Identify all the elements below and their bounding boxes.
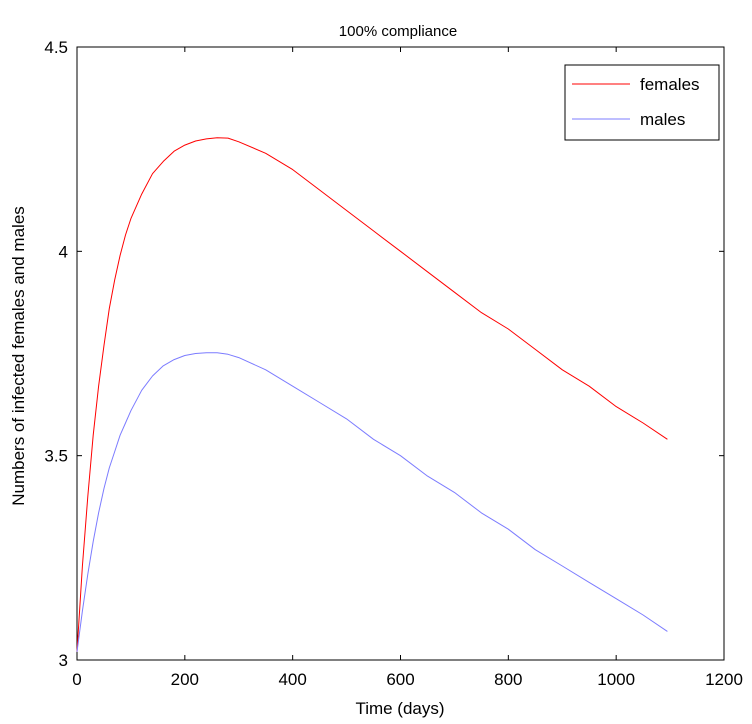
chart-title: 100% compliance [339,23,457,40]
series-line-females [76,137,668,652]
chart-title-group: 100% compliance [339,23,457,40]
plot-area [76,46,725,661]
legend: females males [564,64,720,141]
series-line-males [76,352,668,652]
x-tick-label: 0 [72,670,81,689]
y-axis-label: Numbers of infected females and males [9,206,28,506]
axis-ticks [76,46,725,661]
y-tick-label: 4.5 [44,38,68,57]
legend-label-males: males [640,110,685,129]
series-lines [76,137,668,652]
x-axis-label: Time (days) [355,699,444,718]
x-tick-label: 600 [386,670,414,689]
tick-labels: 0 200 400 600 800 1000 1200 3 3.5 4 4.5 [44,38,743,689]
y-tick-label: 3 [59,651,68,670]
legend-box [564,64,720,141]
x-tick-label: 1200 [705,670,743,689]
y-tick-label: 4 [59,242,68,261]
x-tick-label: 1000 [597,670,635,689]
legend-label-females: females [640,75,700,94]
y-tick-label: 3.5 [44,447,68,466]
x-tick-label: 200 [171,670,199,689]
x-tick-label: 800 [494,670,522,689]
x-tick-label: 400 [278,670,306,689]
